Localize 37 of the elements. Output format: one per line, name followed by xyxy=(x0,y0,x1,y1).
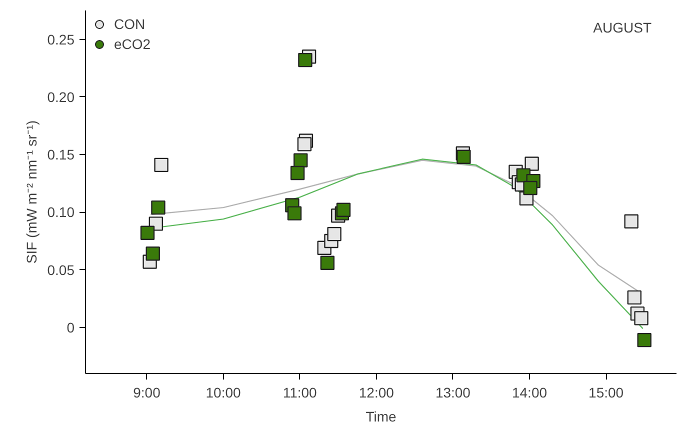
point xyxy=(146,246,160,261)
y-tick-label: 0.10 xyxy=(47,204,75,220)
x-tick-label: 12:00 xyxy=(358,384,394,400)
legend-label: CON xyxy=(114,16,146,32)
point xyxy=(624,214,638,228)
x-tick-label: 9:00 xyxy=(133,384,161,400)
point xyxy=(524,156,539,171)
y-tick-label: 0.15 xyxy=(47,146,75,163)
point xyxy=(523,180,538,196)
legend-label: eCO2 xyxy=(114,36,151,52)
y-tick-label: 0 xyxy=(66,319,75,336)
point xyxy=(154,158,168,172)
point xyxy=(297,137,312,152)
x-axis-title: Time xyxy=(366,408,397,424)
x-tick-label: 14:00 xyxy=(512,384,548,400)
point xyxy=(290,166,305,180)
point xyxy=(298,52,312,68)
y-tick-label: 0.05 xyxy=(47,262,75,278)
y-axis-title: SIF (mW m⁻² nm⁻¹ sr⁻¹) xyxy=(23,120,40,264)
point xyxy=(294,153,308,168)
point xyxy=(634,311,648,326)
point xyxy=(327,226,342,242)
y-tick-label: 0.25 xyxy=(47,31,75,48)
x-tick-label: 10:00 xyxy=(206,384,242,400)
annotation: AUGUST xyxy=(593,20,652,36)
point xyxy=(637,332,652,348)
x-tick-label: 13:00 xyxy=(435,384,471,400)
point xyxy=(456,150,471,164)
point xyxy=(627,290,642,305)
point xyxy=(287,206,302,220)
point xyxy=(151,200,166,215)
point xyxy=(140,226,155,240)
point xyxy=(336,202,351,217)
point xyxy=(320,256,335,270)
x-tick-label: 11:00 xyxy=(282,384,318,400)
x-tick-label: 15:00 xyxy=(588,384,624,400)
y-tick-label: 0.20 xyxy=(47,88,75,105)
